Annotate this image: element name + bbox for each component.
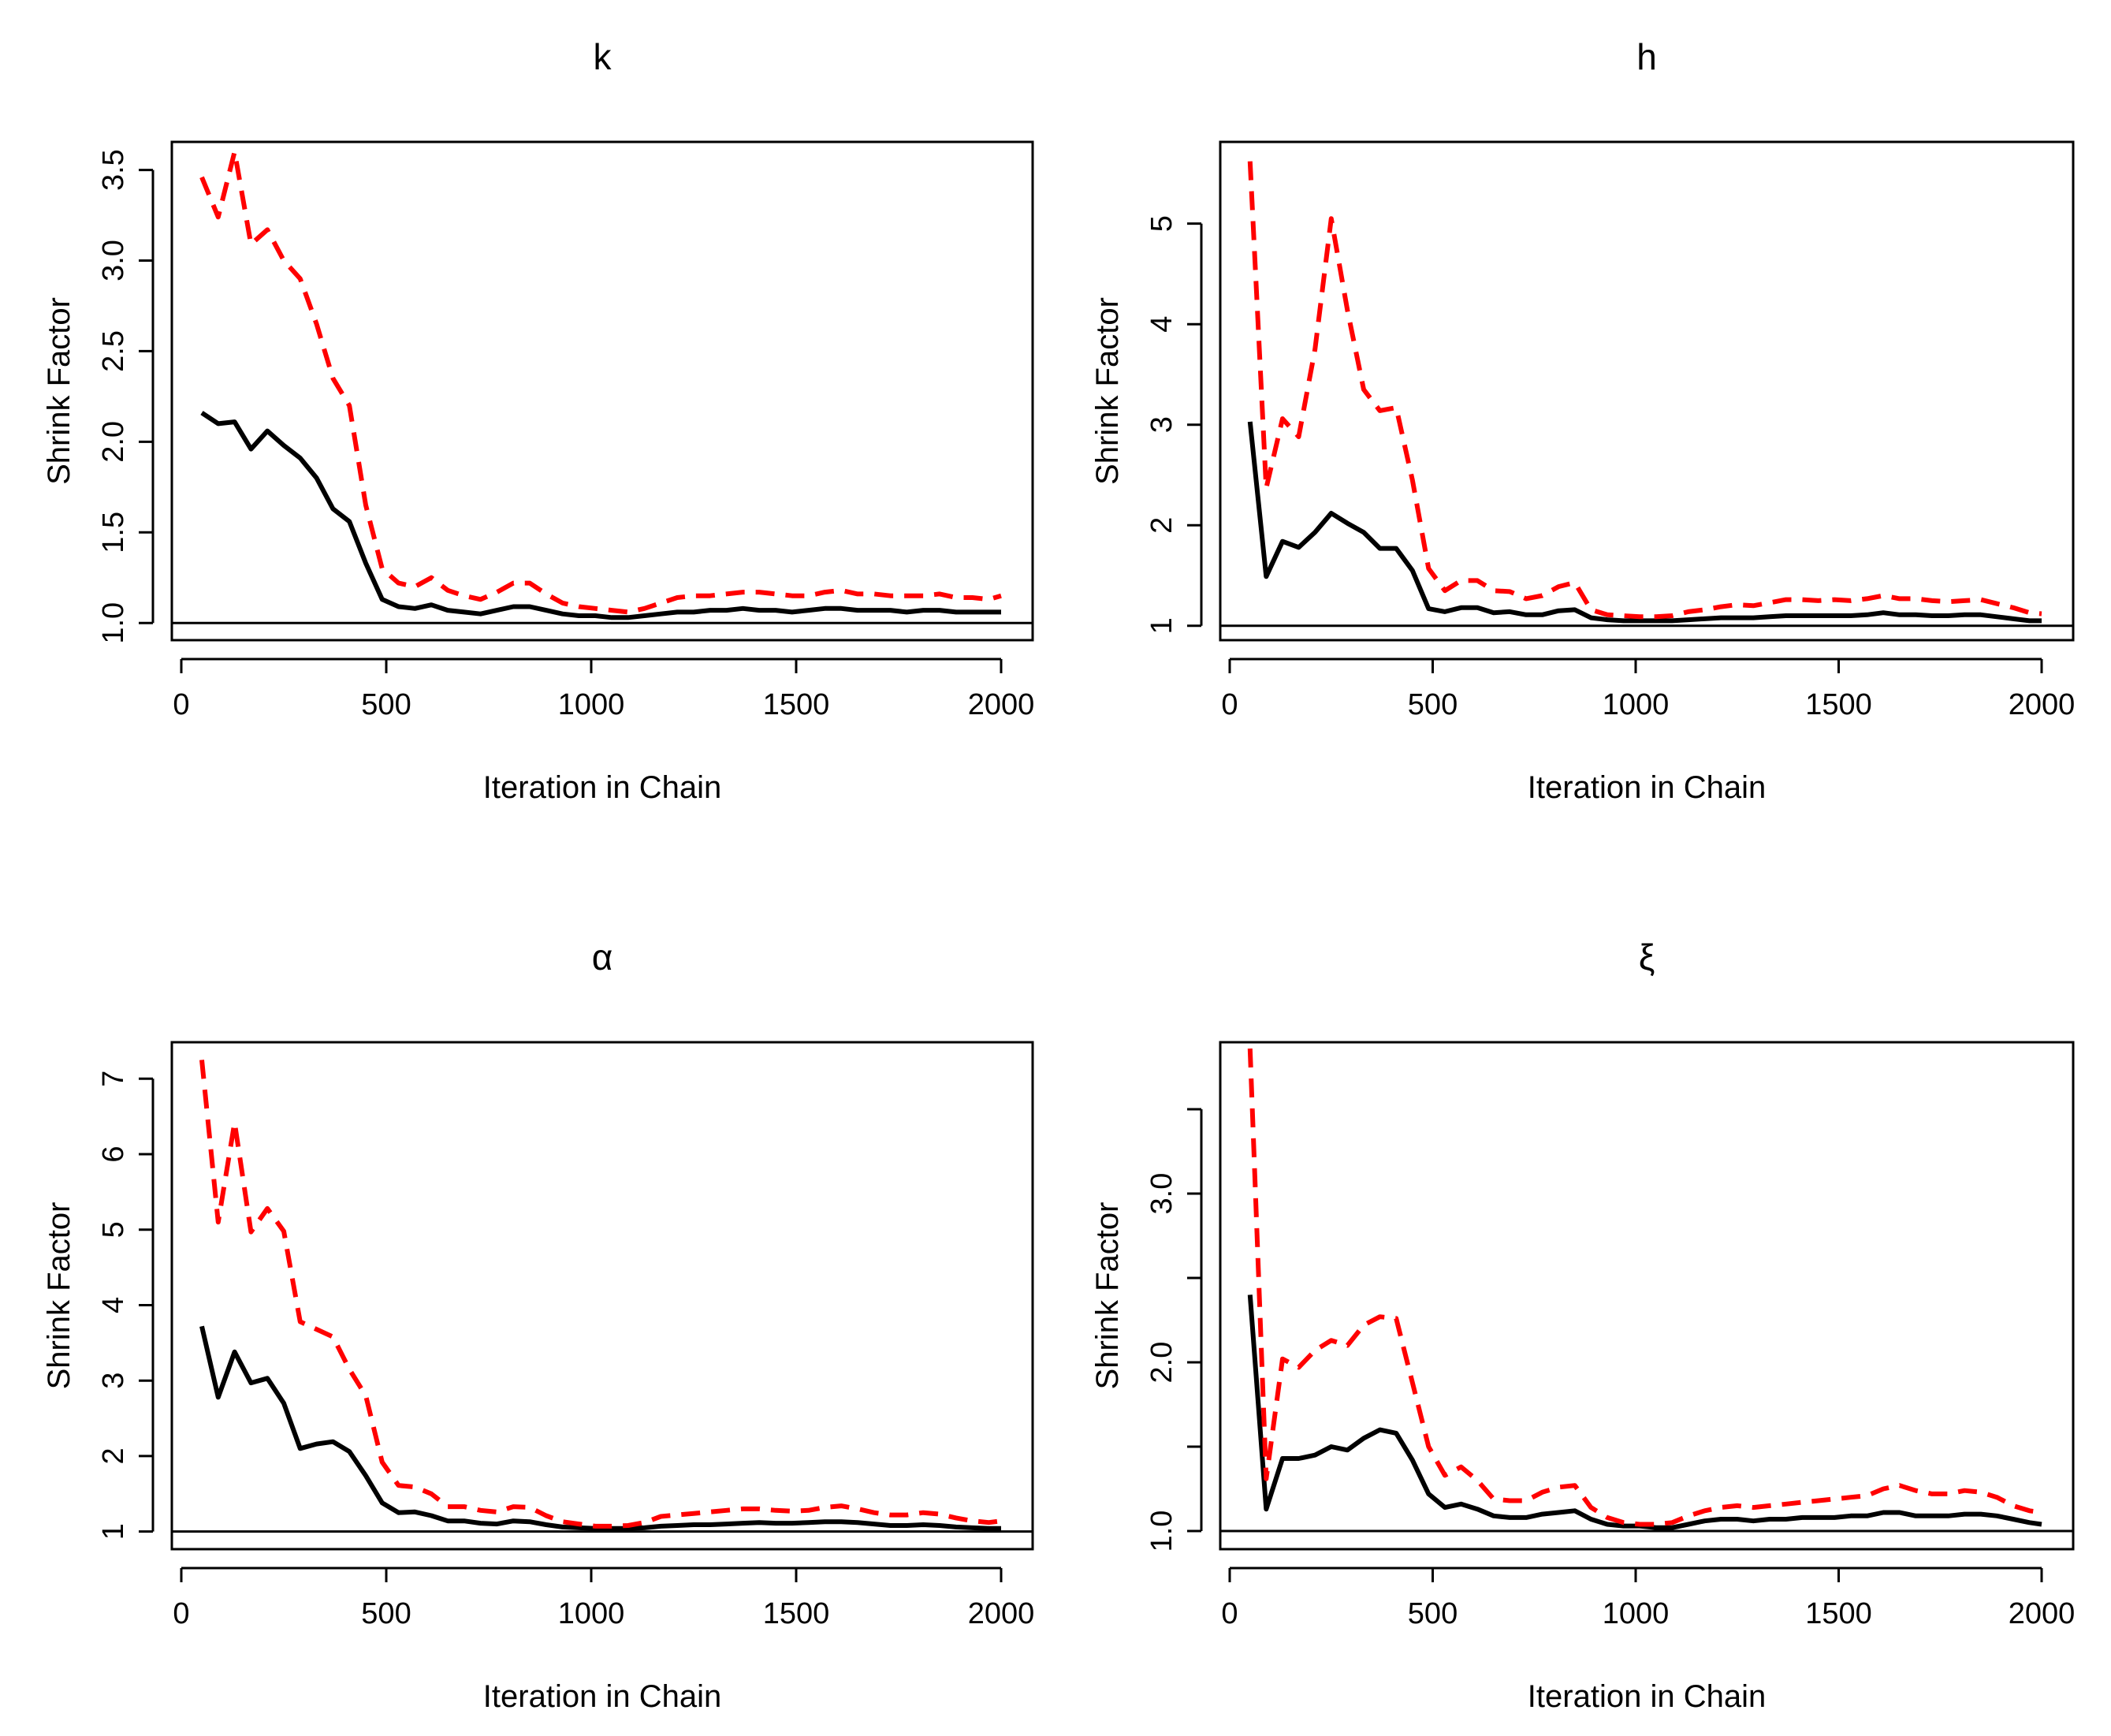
y-axis-label: Shrink Factor	[42, 297, 76, 485]
x-axis-label: Iteration in Chain	[1528, 1679, 1766, 1714]
x-tick-label: 1500	[763, 1597, 830, 1630]
x-tick-label: 0	[1221, 1597, 1238, 1630]
x-tick-label: 1000	[1603, 1597, 1670, 1630]
y-tick-label: 5	[1145, 215, 1178, 232]
x-tick-label: 1000	[558, 688, 625, 721]
panel-xi: ξ 0 500 1000 1500 2000 Iteration in Chain 1.0 2.…	[1090, 937, 2075, 1714]
x-tick-label: 2000	[2009, 688, 2076, 721]
x-tick-label: 0	[1221, 688, 1238, 721]
panel-title: h	[1636, 36, 1657, 77]
y-tick-label: 1	[1145, 617, 1178, 634]
panel-h: h 0 500 1000 1500 2000 Iteration in Chain 1 2 3 4 5…	[1090, 36, 2075, 805]
y-tick-label: 2.0	[1145, 1342, 1178, 1384]
y-tick-label: 5	[97, 1221, 130, 1238]
plot-frame	[170, 1041, 1034, 1551]
y-tick-label: 3.0	[1145, 1173, 1178, 1215]
y-tick-label: 1.5	[97, 512, 130, 553]
x-tick-label: 1500	[763, 688, 830, 721]
y-tick-label: 2.5	[97, 330, 130, 372]
median-line	[1247, 1295, 2042, 1530]
x-tick-label: 500	[1408, 1597, 1458, 1630]
panel-title: α	[592, 937, 613, 978]
y-tick-label: 1.0	[1145, 1511, 1178, 1552]
y-tick-label: 1	[97, 1523, 130, 1540]
median-line	[1247, 421, 2042, 624]
y-tick-label: 4	[1145, 316, 1178, 333]
x-tick-label: 0	[173, 1597, 189, 1630]
y-tick-label: 3	[97, 1373, 130, 1389]
x-tick-label: 2000	[2009, 1597, 2076, 1630]
y-axis-label: Shrink Factor	[42, 1202, 76, 1390]
y-tick-label: 3.0	[97, 240, 130, 281]
x-tick-label: 500	[361, 1597, 411, 1630]
y-tick-label: 2	[1145, 517, 1178, 534]
y-tick-label: 7	[97, 1071, 130, 1087]
plot-frame	[1219, 140, 2075, 642]
x-axis-label: Iteration in Chain	[1528, 770, 1766, 805]
x-tick-label: 1500	[1805, 688, 1872, 721]
x-tick-label: 2000	[968, 1597, 1035, 1630]
x-axis-label: Iteration in Chain	[483, 770, 721, 805]
x-tick-label: 1500	[1805, 1597, 1872, 1630]
plot-frame	[1219, 1041, 2075, 1551]
median-line	[200, 411, 1001, 620]
y-tick-label: 3	[1145, 416, 1178, 433]
y-tick-label: 4	[97, 1297, 130, 1313]
x-tick-label: 500	[1408, 688, 1458, 721]
plot-frame	[170, 140, 1034, 642]
upper-quantile-line	[199, 149, 1002, 615]
upper-quantile-line	[199, 1060, 1002, 1529]
x-axis-label: Iteration in Chain	[483, 1679, 721, 1714]
panel-title: k	[594, 36, 612, 77]
panel-k: k 0 500 1000 1500 2000 Iteration in Chain 1.0 1.…	[42, 36, 1034, 805]
y-tick-label: 6	[97, 1146, 130, 1162]
panel-alpha: α 0 500 1000 1500 2000 Iteration in Chain 1 2 3 4 5…	[42, 937, 1034, 1714]
x-tick-label: 0	[173, 688, 189, 721]
y-tick-label: 1.0	[97, 602, 130, 644]
y-tick-label: 2.0	[97, 421, 130, 463]
y-tick-label: 2	[97, 1447, 130, 1464]
y-axis-label: Shrink Factor	[1090, 1202, 1125, 1390]
upper-quantile-line	[1247, 1048, 2042, 1527]
y-axis-label: Shrink Factor	[1090, 297, 1125, 485]
x-tick-label: 1000	[558, 1597, 625, 1630]
median-line	[199, 1325, 1001, 1531]
x-tick-label: 1000	[1603, 688, 1670, 721]
y-tick-label: 3.5	[97, 149, 130, 191]
x-tick-label: 500	[361, 688, 411, 721]
panel-title: ξ	[1639, 937, 1655, 978]
x-tick-label: 2000	[968, 688, 1035, 721]
upper-quantile-line	[1247, 161, 2042, 620]
